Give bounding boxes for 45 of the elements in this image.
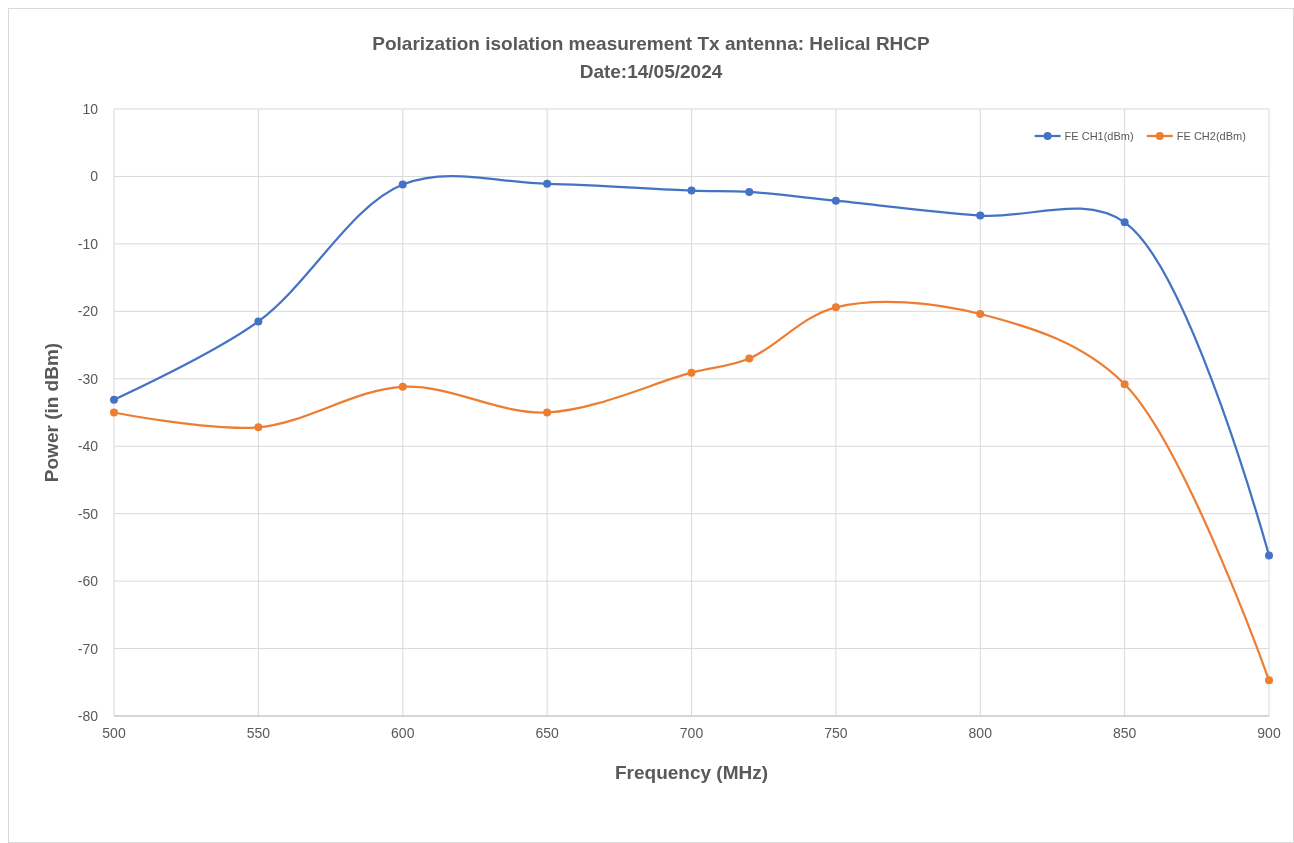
y-axis-title: Power (in dBm) — [41, 342, 62, 483]
point — [254, 423, 263, 432]
x-tick-label: 700 — [679, 725, 704, 741]
x-tick-label: 750 — [824, 725, 848, 741]
chart-subtitle: Date:14/05/2024 — [579, 61, 723, 82]
point — [687, 186, 696, 195]
y-tick-label: -30 — [77, 370, 99, 387]
x-tick-label: 600 — [391, 725, 415, 741]
legend-label: FE CH2(dBm) — [1176, 130, 1246, 142]
point — [976, 310, 985, 319]
y-tick-label: -80 — [77, 708, 99, 724]
x-tick-label: 900 — [1257, 725, 1281, 741]
x-tick-label: 650 — [535, 725, 560, 741]
point — [745, 187, 754, 196]
point — [1120, 218, 1129, 227]
point — [1120, 380, 1129, 389]
y-tick-label: 0 — [90, 168, 99, 185]
point — [543, 408, 552, 417]
point — [543, 179, 552, 188]
legend-label: FE CH1(dBm) — [1064, 130, 1134, 142]
chart-title: Polarization isolation measurement Tx antenna: Helical RHCP — [372, 33, 931, 54]
point — [976, 211, 985, 220]
point — [254, 317, 263, 326]
x-axis-title: Frequency (MHz) — [614, 762, 769, 783]
point — [398, 180, 407, 189]
x-tick-label: 500 — [102, 725, 126, 741]
point — [831, 196, 840, 205]
point — [110, 408, 118, 417]
x-tick-label: 800 — [968, 725, 993, 741]
x-tick-label: 550 — [246, 725, 271, 741]
y-tick-label: -20 — [77, 303, 99, 320]
point — [1265, 551, 1273, 560]
y-tick-label: -70 — [77, 640, 99, 657]
point — [398, 382, 407, 391]
y-tick-label: -50 — [77, 505, 99, 522]
y-tick-label: -60 — [77, 573, 99, 590]
x-tick-label: 850 — [1112, 725, 1137, 741]
point — [110, 395, 118, 404]
point — [687, 368, 696, 377]
y-tick-label: 10 — [82, 101, 99, 117]
y-tick-label: -40 — [77, 438, 99, 455]
y-tick-label: -10 — [77, 235, 99, 252]
point — [745, 354, 754, 363]
point — [1265, 676, 1273, 685]
point — [831, 303, 840, 312]
